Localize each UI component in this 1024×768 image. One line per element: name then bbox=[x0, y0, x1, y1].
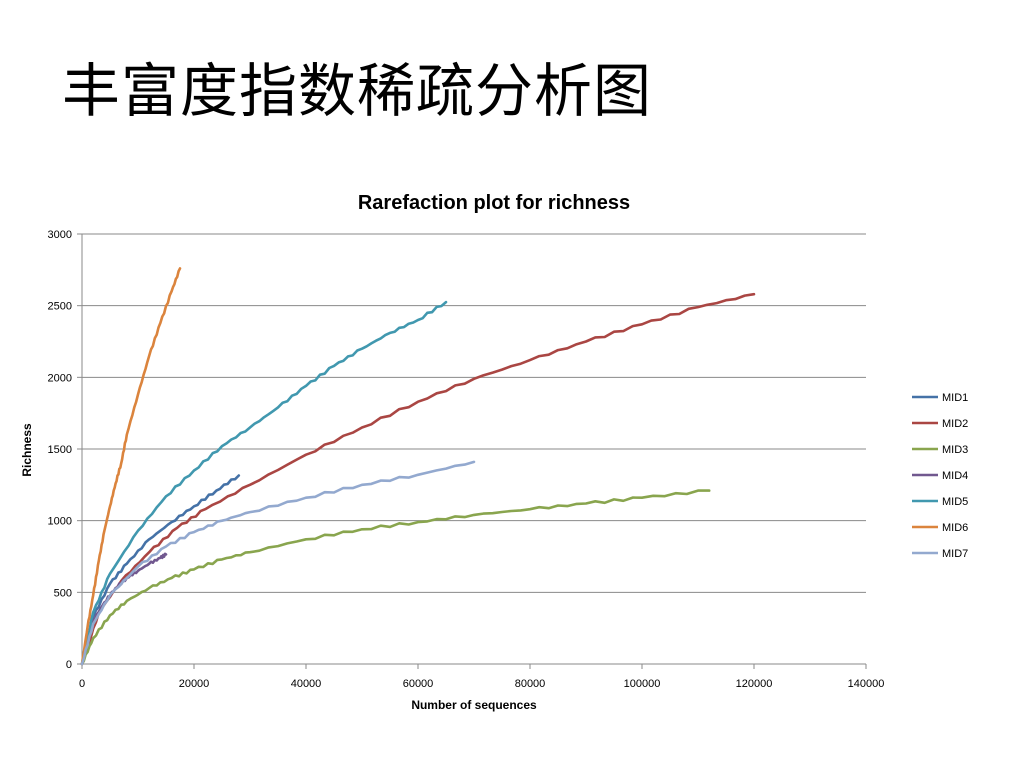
legend-label-mid6: MID6 bbox=[942, 522, 968, 534]
legend-label-mid5: MID5 bbox=[942, 496, 968, 508]
series-line-mid1 bbox=[80, 474, 241, 666]
slide-title: 丰富度指数稀疏分析图 bbox=[62, 57, 653, 125]
x-tick-label: 100000 bbox=[624, 678, 661, 690]
y-tick-label: 0 bbox=[66, 659, 72, 671]
legend-label-mid2: MID2 bbox=[942, 418, 968, 430]
x-tick-label: 140000 bbox=[848, 678, 885, 690]
x-tick-label: 60000 bbox=[403, 678, 434, 690]
series-lines bbox=[80, 267, 756, 666]
legend-label-mid1: MID1 bbox=[942, 392, 968, 404]
x-tick-label: 120000 bbox=[736, 678, 773, 690]
x-axis-label: Number of sequences bbox=[411, 698, 537, 712]
x-tick-label: 0 bbox=[79, 678, 85, 690]
series-line-mid2 bbox=[80, 292, 756, 666]
legend-label-mid7: MID7 bbox=[942, 548, 968, 560]
x-tick-label: 20000 bbox=[179, 678, 210, 690]
legend-label-mid4: MID4 bbox=[942, 470, 968, 482]
y-axis-label: Richness bbox=[20, 423, 34, 477]
y-tick-label: 2500 bbox=[48, 301, 72, 313]
series-line-mid3 bbox=[80, 489, 711, 666]
legend: MID1 MID2 MID3 MID4 MID5 MID6 MID7 bbox=[912, 392, 968, 560]
y-tick-label: 1000 bbox=[48, 516, 72, 528]
y-tick-label: 500 bbox=[54, 587, 72, 599]
series-line-mid6 bbox=[80, 267, 182, 666]
legend-label-mid3: MID3 bbox=[942, 444, 968, 456]
x-tick-label: 80000 bbox=[515, 678, 546, 690]
axes: 0 500 1000 1500 2000 2500 3000 0 20000 40000 60000… bbox=[48, 229, 885, 690]
gridlines bbox=[82, 233, 866, 593]
x-tick-label: 40000 bbox=[291, 678, 322, 690]
series-line-mid5 bbox=[80, 300, 448, 666]
chart-title: Rarefaction plot for richness bbox=[358, 192, 630, 214]
y-tick-label: 1500 bbox=[48, 444, 72, 456]
series-line-mid7 bbox=[80, 460, 476, 666]
y-tick-label: 2000 bbox=[48, 372, 72, 384]
y-tick-label: 3000 bbox=[48, 229, 72, 241]
